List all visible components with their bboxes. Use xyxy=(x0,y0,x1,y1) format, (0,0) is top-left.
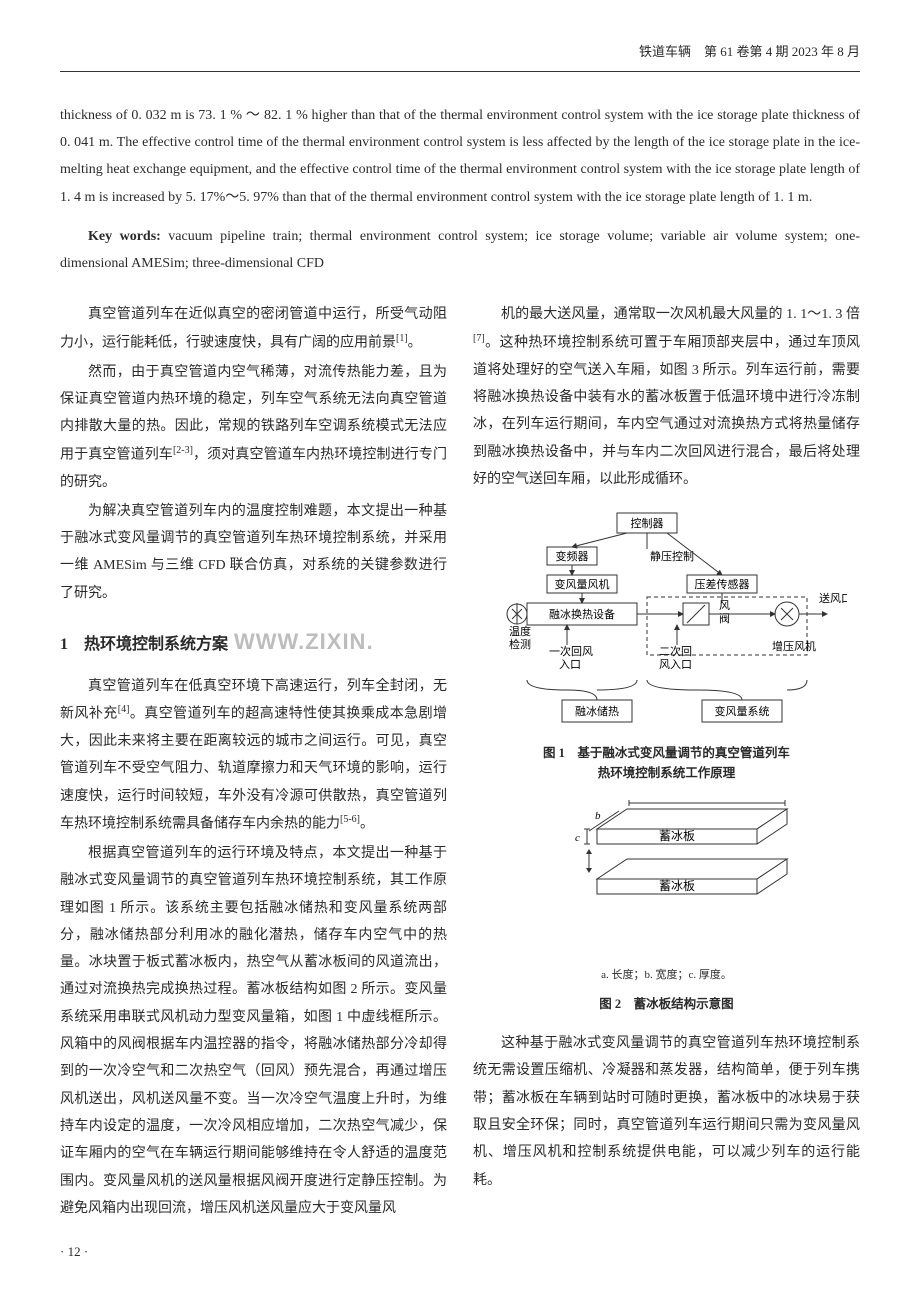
figure-2-caption: 图 2 蓄冰板结构示意图 xyxy=(473,994,860,1014)
left-p1: 真空管道列车在近似真空的密闭管道中运行，所受气动阻力小，运行能耗低，行驶速度快，… xyxy=(60,301,447,356)
fig1-vav-system-label: 变风量系统 xyxy=(714,704,769,718)
ref-1: [1] xyxy=(396,333,408,344)
fig2-plate-label-top: 蓄冰板 xyxy=(658,829,694,843)
keywords-label: Key words: xyxy=(88,229,161,244)
fig2-plate-label-bottom: 蓄冰板 xyxy=(658,879,694,893)
figure-1: 控制器 变频器 静压控制 变风量风机 压差传感器 融冰换热设备 xyxy=(473,505,860,783)
right-column: 机的最大送风量，通常取一次风机最大风量的 1. 1～1. 3 倍[7]。这种热环… xyxy=(473,301,860,1264)
fig1-temp-detect-2: 检测 xyxy=(509,637,531,651)
ref-5-6: [5-6] xyxy=(340,814,360,825)
right-p2: 这种基于融冰式变风量调节的真空管道列车热环境控制系统无需设置压缩机、冷凝器和蒸发… xyxy=(473,1030,860,1194)
fig1-ice-storage-label: 融冰储热 xyxy=(575,704,619,718)
right-p1: 机的最大送风量，通常取一次风机最大风量的 1. 1～1. 3 倍[7]。这种热环… xyxy=(473,301,860,493)
fig2-dim-c: c xyxy=(575,832,580,844)
left-p4: 真空管道列车在低真空环境下高速运行，列车全封闭，无新风补充[4]。真空管道列车的… xyxy=(60,673,447,838)
figure-1-svg: 控制器 变频器 静压控制 变风量风机 压差传感器 融冰换热设备 xyxy=(487,505,847,735)
fig1-secondary-2: 风入口 xyxy=(659,658,692,671)
watermark-text: WWW.ZIXIN. xyxy=(234,629,374,654)
body-columns: 真空管道列车在近似真空的密闭管道中运行，所受气动阻力小，运行能耗低，行驶速度快，… xyxy=(60,301,860,1264)
ref-2-3: [2-3] xyxy=(173,445,193,456)
section-number: 1 xyxy=(60,636,68,653)
figure-2: 蓄冰板 蓄冰板 a b c xyxy=(473,799,860,1014)
section-1-heading: 1 热环境控制系统方案 WWW.ZIXIN. xyxy=(60,621,447,663)
fig1-outlet-label: 送风口 xyxy=(819,591,847,605)
figure-2-svg: 蓄冰板 蓄冰板 a b c xyxy=(517,799,817,959)
keywords-english: Key words: vacuum pipeline train; therma… xyxy=(60,223,860,278)
fig1-vav-fan-label: 变风量风机 xyxy=(554,577,609,591)
left-p2: 然而，由于真空管道内空气稀薄，对流传热能力差，且为保证真空管道内热环境的稳定，列… xyxy=(60,359,447,496)
fig1-temp-detect-1: 温度 xyxy=(509,624,531,638)
fig1-booster-label: 增压风机 xyxy=(772,639,816,653)
fig2-dim-a: a xyxy=(704,799,710,802)
section-title: 热环境控制系统方案 xyxy=(84,636,228,653)
fig1-static-pressure-label: 静压控制 xyxy=(650,549,694,563)
left-p5: 根据真空管道列车的运行环境及特点，本文提出一种基于融冰式变风量调节的真空管道列车… xyxy=(60,840,447,1222)
fig1-primary-1: 一次回风 xyxy=(549,644,593,658)
fig1-secondary-1: 二次回 xyxy=(659,644,692,658)
abstract-english: thickness of 0. 032 m is 73. 1 % ～ 82. 1… xyxy=(60,102,860,211)
fig1-pressure-sensor-label: 压差传感器 xyxy=(694,577,749,591)
page-header: 铁道车辆 第 61 卷第 4 期 2023 年 8 月 xyxy=(60,40,860,72)
fig1-damper-label-1: 风 xyxy=(719,599,730,612)
figure-2-note: a. 长度；b. 宽度；c. 厚度。 xyxy=(473,965,860,986)
left-p3: 为解决真空管道列车内的温度控制难题，本文提出一种基于融冰式变风量调节的真空管道列… xyxy=(60,498,447,607)
fig1-damper-label-2: 阀 xyxy=(719,611,730,625)
keywords-text: vacuum pipeline train; thermal environme… xyxy=(60,229,860,271)
fig2-dim-b: b xyxy=(595,810,601,822)
fig1-ice-ex-label: 融冰换热设备 xyxy=(549,607,615,621)
page-number: · 12 · xyxy=(60,1240,447,1265)
fig1-inverter-label: 变频器 xyxy=(555,549,588,563)
ref-4: [4] xyxy=(118,704,130,715)
ref-7: [7] xyxy=(473,333,485,344)
figure-1-caption: 图 1 基于融冰式变风量调节的真空管道列车 热环境控制系统工作原理 xyxy=(473,743,860,783)
fig1-primary-2: 入口 xyxy=(559,659,581,671)
fig1-controller-label: 控制器 xyxy=(630,516,663,530)
header-right-text: 铁道车辆 第 61 卷第 4 期 2023 年 8 月 xyxy=(639,44,860,59)
left-column: 真空管道列车在近似真空的密闭管道中运行，所受气动阻力小，运行能耗低，行驶速度快，… xyxy=(60,301,447,1264)
